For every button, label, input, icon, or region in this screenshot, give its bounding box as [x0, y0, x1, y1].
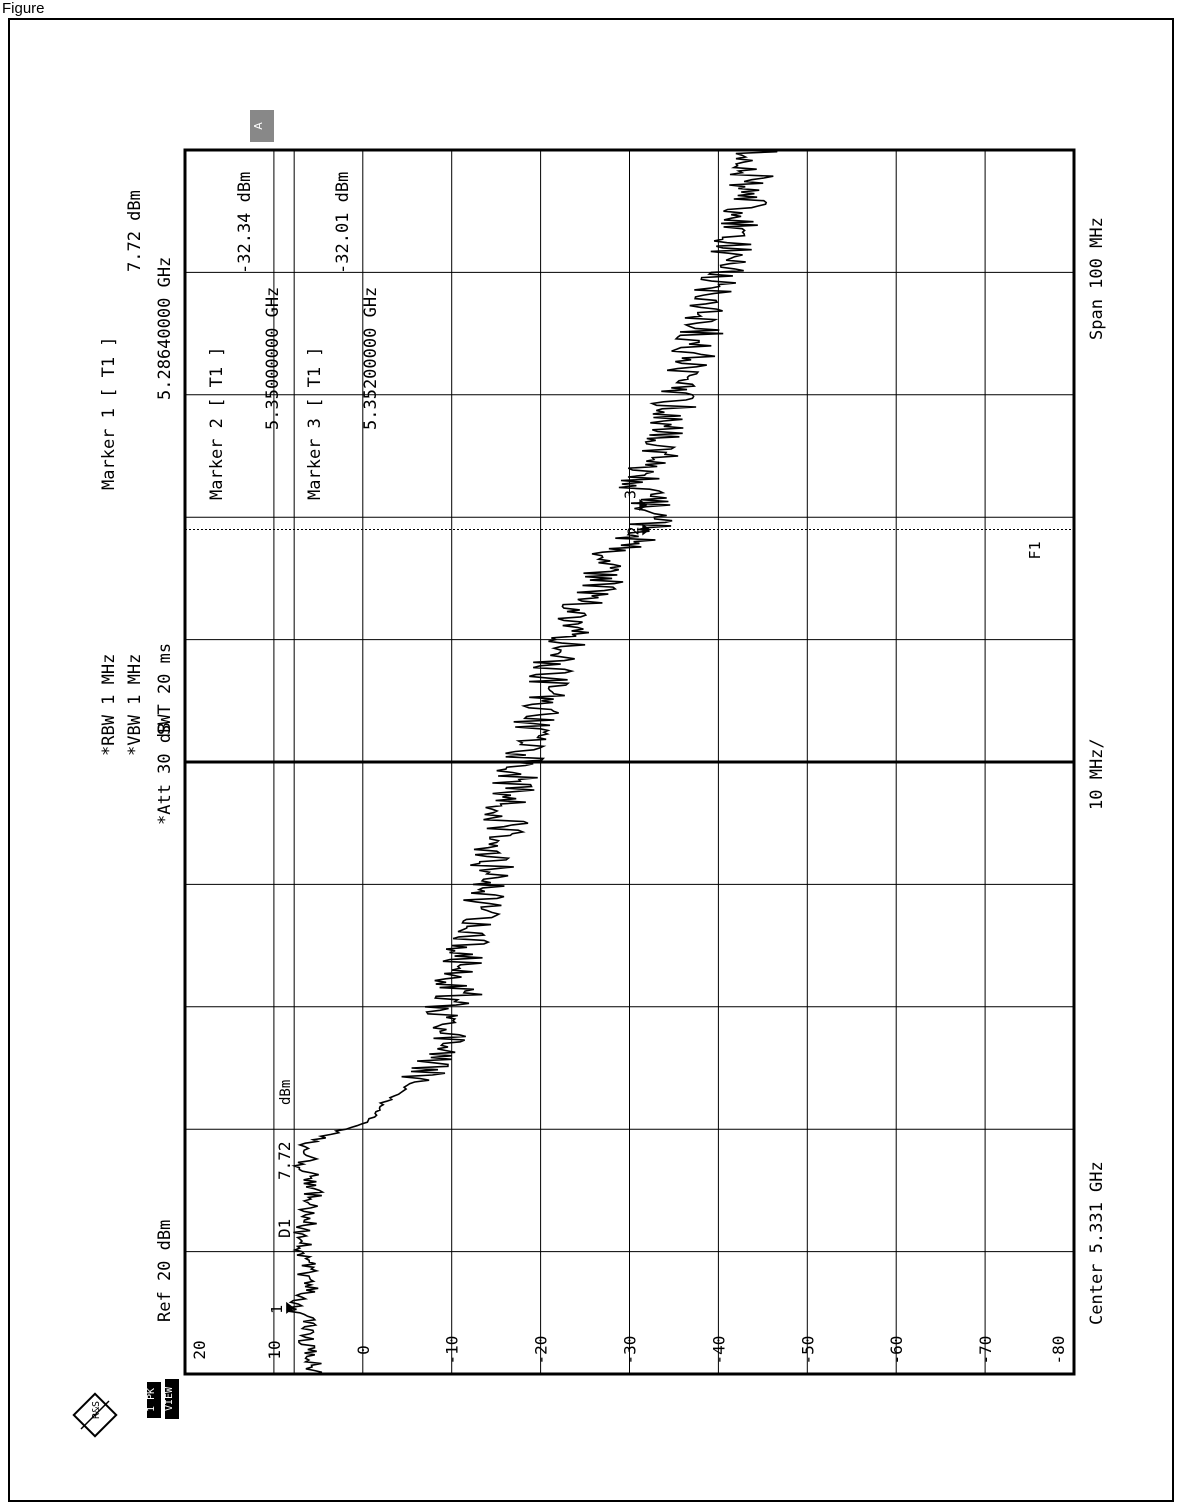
spectrum-analyzer-printout: R&S 1 PK VIEW A Ref 20 dBm *Att 30 dB *R… — [72, 110, 1107, 1438]
level-tick-label: -60 — [887, 1336, 906, 1365]
marker3-frequency: 5.35200000 GHz — [361, 287, 381, 430]
display-line-unit: dBm — [278, 1080, 294, 1105]
span-label: Span 100 MHz — [1087, 217, 1107, 340]
level-tick-label: -10 — [443, 1336, 462, 1365]
frequency-line-label: F1 — [1026, 541, 1044, 559]
marker3-level: -32.01 dBm — [333, 172, 353, 274]
spectrum-trace — [287, 149, 778, 1375]
marker-1-number: 1 — [268, 1305, 286, 1314]
marker1-title: Marker 1 [ T1 ] — [99, 336, 119, 490]
marker-1-symbol — [286, 1301, 295, 1314]
svg-text:1 PK: 1 PK — [146, 1388, 157, 1412]
marker2-title: Marker 2 [ T1 ] — [207, 346, 227, 500]
screen-badge: A — [250, 110, 274, 142]
display-line-label: D1 7.72 dBm — [275, 1080, 294, 1238]
marker2-frequency: 5.35000000 GHz — [263, 287, 283, 430]
marker1-frequency: 5.28640000 GHz — [155, 257, 175, 400]
marker-symbols: 1 2 3 — [268, 490, 651, 1314]
view-badge: VIEW — [164, 1379, 179, 1419]
center-frequency-label: Center 5.331 GHz — [1087, 1161, 1107, 1325]
level-tick-label: 20 — [190, 1340, 209, 1359]
marker1-level: 7.72 dBm — [125, 190, 145, 272]
printout-frame: R&S 1 PK VIEW A Ref 20 dBm *Att 30 dB *R… — [8, 18, 1174, 1502]
trace-badge: 1 PK — [146, 1382, 161, 1418]
level-tick-label: -30 — [621, 1336, 640, 1365]
logo-text: R&S — [91, 1401, 102, 1419]
graticule — [183, 148, 1076, 1376]
marker-2-number: 2 — [624, 526, 642, 535]
vbw-label: *VBW 1 MHz — [125, 654, 145, 756]
marker-2-symbol — [642, 523, 651, 536]
display-line-name: D1 — [275, 1219, 294, 1238]
marker-3-number: 3 — [621, 490, 639, 499]
rbw-label: *RBW 1 MHz — [99, 654, 119, 756]
level-tick-label: 10 — [265, 1340, 284, 1359]
level-tick-label: -80 — [1049, 1336, 1068, 1365]
marker3-title: Marker 3 [ T1 ] — [305, 346, 325, 500]
marker-3-symbol — [639, 498, 648, 511]
division-label: 10 MHz/ — [1087, 738, 1107, 810]
level-tick-label: -50 — [798, 1336, 817, 1365]
svg-text:A: A — [252, 122, 265, 130]
attenuation-label: *Att 30 dB — [155, 723, 175, 825]
ref-level-label: Ref 20 dBm — [155, 1220, 175, 1322]
level-tick-label: -40 — [709, 1336, 728, 1365]
rs-logo: R&S — [72, 1392, 118, 1438]
level-tick-labels: 20 10 0 -10 -20 -30 -40 -50 -60 -70 -80 — [190, 1336, 1068, 1365]
page-title: Figure — [2, 0, 45, 17]
level-tick-label: 0 — [354, 1345, 373, 1355]
level-tick-label: -20 — [532, 1336, 551, 1365]
sweep-time-label: SWT 20 ms — [155, 643, 175, 735]
marker2-level: -32.34 dBm — [235, 172, 255, 274]
display-line-value: 7.72 — [275, 1141, 294, 1180]
svg-text:VIEW: VIEW — [164, 1386, 175, 1411]
level-tick-label: -70 — [976, 1336, 995, 1365]
